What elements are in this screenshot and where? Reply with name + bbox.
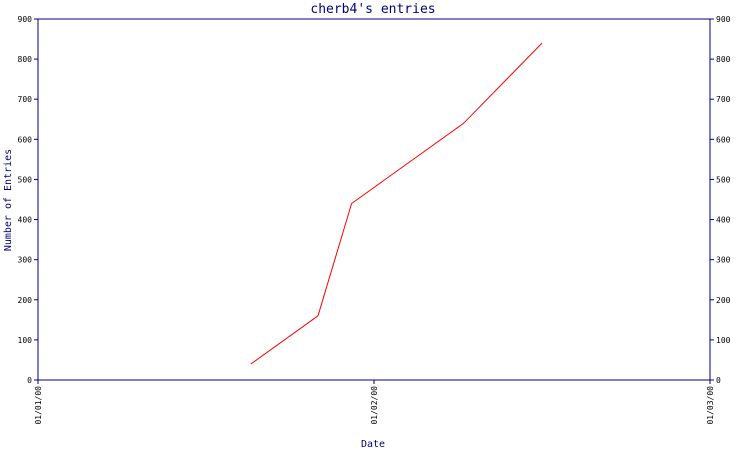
y-tick-label-right: 500 (716, 175, 731, 184)
x-axis-label: Date (361, 439, 385, 450)
y-tick-label-right: 700 (716, 95, 731, 104)
y-tick-label-left: 600 (18, 135, 33, 144)
y-tick-label-right: 600 (716, 135, 731, 144)
y-tick-label-right: 800 (716, 55, 731, 64)
y-tick-label-left: 200 (18, 296, 33, 305)
y-tick-label-right: 900 (716, 15, 731, 24)
series-line (250, 42, 543, 365)
chart-title: cherb4's entries (310, 2, 435, 17)
y-tick-label-left: 0 (27, 376, 32, 385)
y-tick-label-left: 800 (18, 55, 33, 64)
y-tick-label-right: 400 (716, 216, 731, 225)
y-axis-label: Number of Entries (3, 149, 14, 251)
x-tick-label: 01/03/00 (706, 386, 715, 425)
y-tick-label-right: 100 (716, 336, 731, 345)
y-tick-label-right: 300 (716, 256, 731, 265)
y-axis-right: 0 100 200 300 400 500 600 700 800 900 (710, 15, 731, 385)
y-axis-left: 0 100 200 300 400 500 600 700 800 900 (18, 15, 38, 385)
series-layer (250, 42, 543, 365)
x-tick-label: 01/01/00 (34, 386, 43, 425)
y-tick-label-left: 100 (18, 336, 33, 345)
plot-area (37, 18, 711, 381)
y-tick-label-left: 500 (18, 175, 33, 184)
y-tick-label-right: 0 (716, 376, 721, 385)
y-tick-label-left: 900 (18, 15, 33, 24)
x-tick-label: 01/02/00 (370, 386, 379, 425)
y-tick-label-left: 300 (18, 256, 33, 265)
y-tick-label-right: 200 (716, 296, 731, 305)
x-axis: 01/01/00 01/02/00 01/03/00 (34, 380, 715, 425)
y-tick-label-left: 700 (18, 95, 33, 104)
y-tick-label-left: 400 (18, 216, 33, 225)
